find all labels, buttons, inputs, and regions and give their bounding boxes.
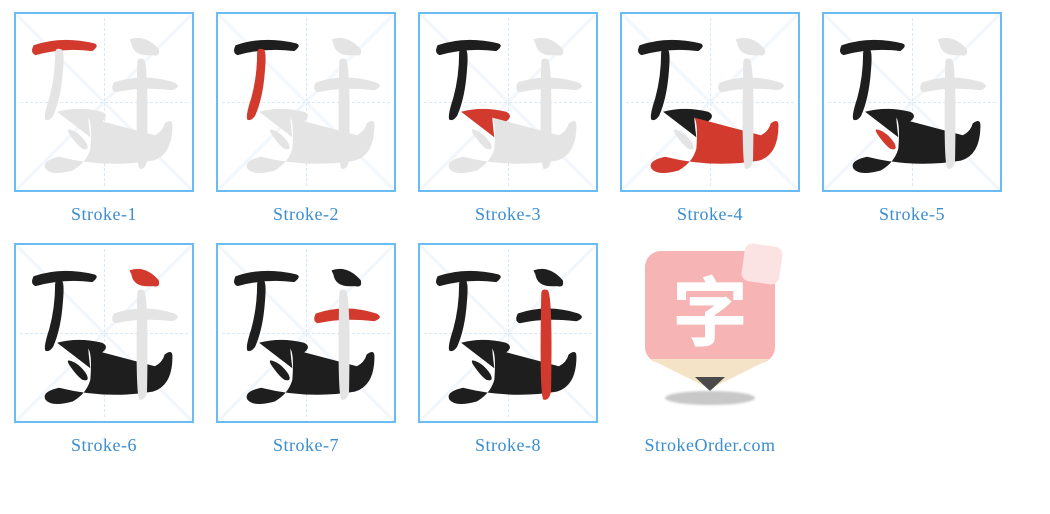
stroke-2-path [449, 280, 468, 351]
stroke-2-path [651, 49, 670, 120]
stroke-2-path [45, 280, 64, 351]
stroke-6-path [129, 38, 159, 56]
glyph-svg-3 [420, 14, 596, 190]
glyph-svg-1 [16, 14, 192, 190]
stroke-4-path [449, 349, 577, 404]
glyph-svg-8 [420, 245, 596, 421]
stroke-cell-5: Stroke-5 [822, 12, 1002, 225]
glyph-svg-6 [16, 245, 192, 421]
stroke-cell-3: Stroke-3 [418, 12, 598, 225]
stroke-2-path [853, 49, 872, 120]
stroke-8-path [137, 58, 148, 168]
stroke-4-path [45, 118, 173, 173]
stroke-4-path [651, 118, 779, 173]
stroke-grid: Stroke-1 Stroke-2 Stroke-3 Stroke-4 [14, 12, 1036, 456]
stroke-8-path [541, 289, 552, 399]
stroke-6-path [533, 38, 563, 56]
stroke-1-path [436, 40, 501, 55]
stroke-4-path [247, 349, 375, 404]
stroke-tile-4 [620, 12, 800, 192]
logo-cell: 字 StrokeOrder.com [620, 243, 800, 456]
logo-char: 字 [672, 269, 748, 345]
stroke-6-path [331, 269, 361, 287]
stroke-caption-8: Stroke-8 [475, 435, 541, 456]
stroke-1-path [436, 271, 501, 286]
stroke-2-path [247, 280, 266, 351]
stroke-cell-6: Stroke-6 [14, 243, 194, 456]
stroke-2-path [449, 49, 468, 120]
stroke-caption-2: Stroke-2 [273, 204, 339, 225]
stroke-caption-1: Stroke-1 [71, 204, 137, 225]
stroke-tile-8 [418, 243, 598, 423]
stroke-6-path [937, 38, 967, 56]
stroke-tile-1 [14, 12, 194, 192]
stroke-caption-6: Stroke-6 [71, 435, 137, 456]
stroke-4-path [247, 118, 375, 173]
stroke-caption-5: Stroke-5 [879, 204, 945, 225]
glyph-svg-4 [622, 14, 798, 190]
stroke-8-path [743, 58, 754, 168]
pencil-icon [635, 359, 785, 409]
stroke-cell-8: Stroke-8 [418, 243, 598, 456]
glyph-svg-7 [218, 245, 394, 421]
stroke-cell-4: Stroke-4 [620, 12, 800, 225]
stroke-2-path [247, 49, 266, 120]
stroke-tile-7 [216, 243, 396, 423]
glyph-svg-2 [218, 14, 394, 190]
stroke-1-path [234, 271, 299, 286]
stroke-4-path [853, 118, 981, 173]
glyph-svg-5 [824, 14, 1000, 190]
stroke-tile-2 [216, 12, 396, 192]
stroke-1-path [234, 40, 299, 55]
stroke-caption-4: Stroke-4 [677, 204, 743, 225]
stroke-8-path [137, 289, 148, 399]
stroke-tile-3 [418, 12, 598, 192]
logo-site-label: StrokeOrder.com [645, 435, 776, 456]
stroke-4-path [45, 349, 173, 404]
stroke-1-path [32, 40, 97, 55]
stroke-8-path [339, 289, 350, 399]
stroke-6-path [129, 269, 159, 287]
stroke-8-path [945, 58, 956, 168]
stroke-cell-1: Stroke-1 [14, 12, 194, 225]
logo-tile: 字 [620, 243, 800, 423]
stroke-1-path [840, 40, 905, 55]
stroke-8-path [541, 58, 552, 168]
stroke-8-path [339, 58, 350, 168]
stroke-caption-7: Stroke-7 [273, 435, 339, 456]
stroke-cell-7: Stroke-7 [216, 243, 396, 456]
stroke-6-path [331, 38, 361, 56]
stroke-1-path [32, 271, 97, 286]
stroke-caption-3: Stroke-3 [475, 204, 541, 225]
stroke-6-path [735, 38, 765, 56]
logo-badge: 字 [645, 251, 775, 363]
stroke-1-path [638, 40, 703, 55]
stroke-4-path [449, 118, 577, 173]
stroke-tile-5 [822, 12, 1002, 192]
stroke-tile-6 [14, 243, 194, 423]
stroke-6-path [533, 269, 563, 287]
stroke-2-path [45, 49, 64, 120]
stroke-cell-2: Stroke-2 [216, 12, 396, 225]
